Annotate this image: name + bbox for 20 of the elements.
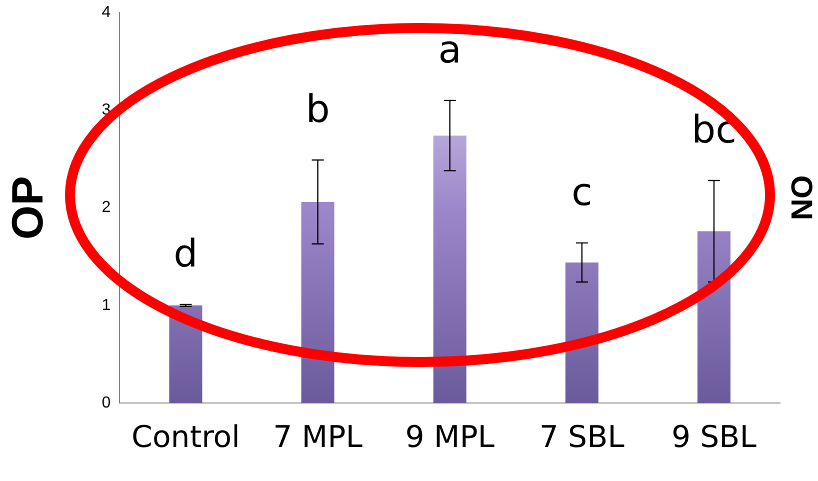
y-axis-title: OP: [4, 176, 53, 240]
x-tick-label: Control: [132, 420, 240, 455]
x-tick-label: 9 MPL: [405, 420, 495, 455]
x-tick-label: 7 MPL: [273, 420, 363, 455]
x-tick-label: 7 SBL: [539, 420, 625, 455]
y-tick-label: 1: [102, 296, 111, 314]
annotation: bc: [691, 107, 736, 152]
text: ON: [784, 175, 818, 220]
y-tick-label: 2: [102, 199, 111, 216]
bar: [697, 231, 730, 403]
bar: [433, 136, 466, 403]
y-tick-label: 0: [102, 394, 111, 412]
annotation: c: [571, 170, 592, 214]
x-tick-label: 9 SBL: [671, 420, 757, 455]
annotation: d: [174, 231, 198, 276]
annotation: b: [306, 86, 330, 131]
bar: [301, 202, 334, 403]
y-tick-label: 4: [102, 4, 111, 22]
annotation: a: [438, 27, 462, 72]
bar: [565, 262, 598, 403]
